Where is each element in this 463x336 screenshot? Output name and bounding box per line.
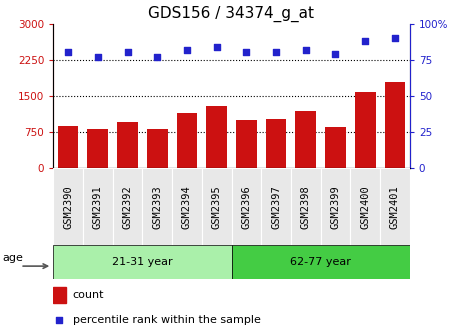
- Point: [64, 50, 72, 55]
- Text: age: age: [3, 253, 24, 263]
- Text: GSM2401: GSM2401: [390, 185, 400, 228]
- Bar: [295, 111, 316, 168]
- Text: 62-77 year: 62-77 year: [290, 257, 351, 267]
- Text: GSM2396: GSM2396: [241, 185, 251, 228]
- Point: [154, 54, 161, 59]
- Bar: [143, 168, 172, 245]
- Bar: [206, 106, 227, 168]
- Text: GSM2400: GSM2400: [360, 185, 370, 228]
- Text: GSM2398: GSM2398: [301, 185, 311, 228]
- Bar: [58, 126, 79, 168]
- Point: [124, 50, 131, 55]
- Bar: [320, 168, 350, 245]
- Text: count: count: [73, 290, 104, 300]
- Bar: [236, 120, 257, 168]
- Bar: [355, 92, 375, 168]
- Text: percentile rank within the sample: percentile rank within the sample: [73, 315, 261, 325]
- Text: 21-31 year: 21-31 year: [112, 257, 173, 267]
- Bar: [232, 168, 261, 245]
- Title: GDS156 / 34374_g_at: GDS156 / 34374_g_at: [149, 6, 314, 22]
- Bar: [291, 168, 320, 245]
- Text: GSM2394: GSM2394: [182, 185, 192, 228]
- Bar: [176, 113, 197, 168]
- Point: [332, 51, 339, 56]
- Bar: [83, 168, 113, 245]
- Bar: [53, 287, 66, 303]
- Point: [94, 54, 101, 59]
- Point: [391, 35, 399, 41]
- Bar: [172, 168, 202, 245]
- Text: GSM2393: GSM2393: [152, 185, 162, 228]
- Bar: [202, 168, 232, 245]
- Text: GSM2395: GSM2395: [212, 185, 222, 228]
- Bar: [261, 168, 291, 245]
- Bar: [53, 245, 232, 279]
- Bar: [53, 168, 83, 245]
- Point: [213, 44, 220, 49]
- Point: [183, 47, 191, 52]
- Text: GSM2397: GSM2397: [271, 185, 281, 228]
- Bar: [380, 168, 410, 245]
- Bar: [384, 82, 405, 168]
- Text: GSM2392: GSM2392: [123, 185, 132, 228]
- Point: [302, 47, 309, 52]
- Point: [272, 50, 280, 55]
- Bar: [117, 122, 138, 168]
- Bar: [350, 168, 380, 245]
- Bar: [113, 168, 143, 245]
- Text: GSM2399: GSM2399: [331, 185, 340, 228]
- Point: [243, 50, 250, 55]
- Bar: [147, 129, 168, 168]
- Bar: [266, 119, 287, 168]
- Bar: [232, 245, 410, 279]
- Point: [362, 38, 369, 44]
- Text: GSM2391: GSM2391: [93, 185, 103, 228]
- Bar: [325, 127, 346, 168]
- Text: GSM2390: GSM2390: [63, 185, 73, 228]
- Bar: [88, 128, 108, 168]
- Point: [56, 318, 63, 323]
